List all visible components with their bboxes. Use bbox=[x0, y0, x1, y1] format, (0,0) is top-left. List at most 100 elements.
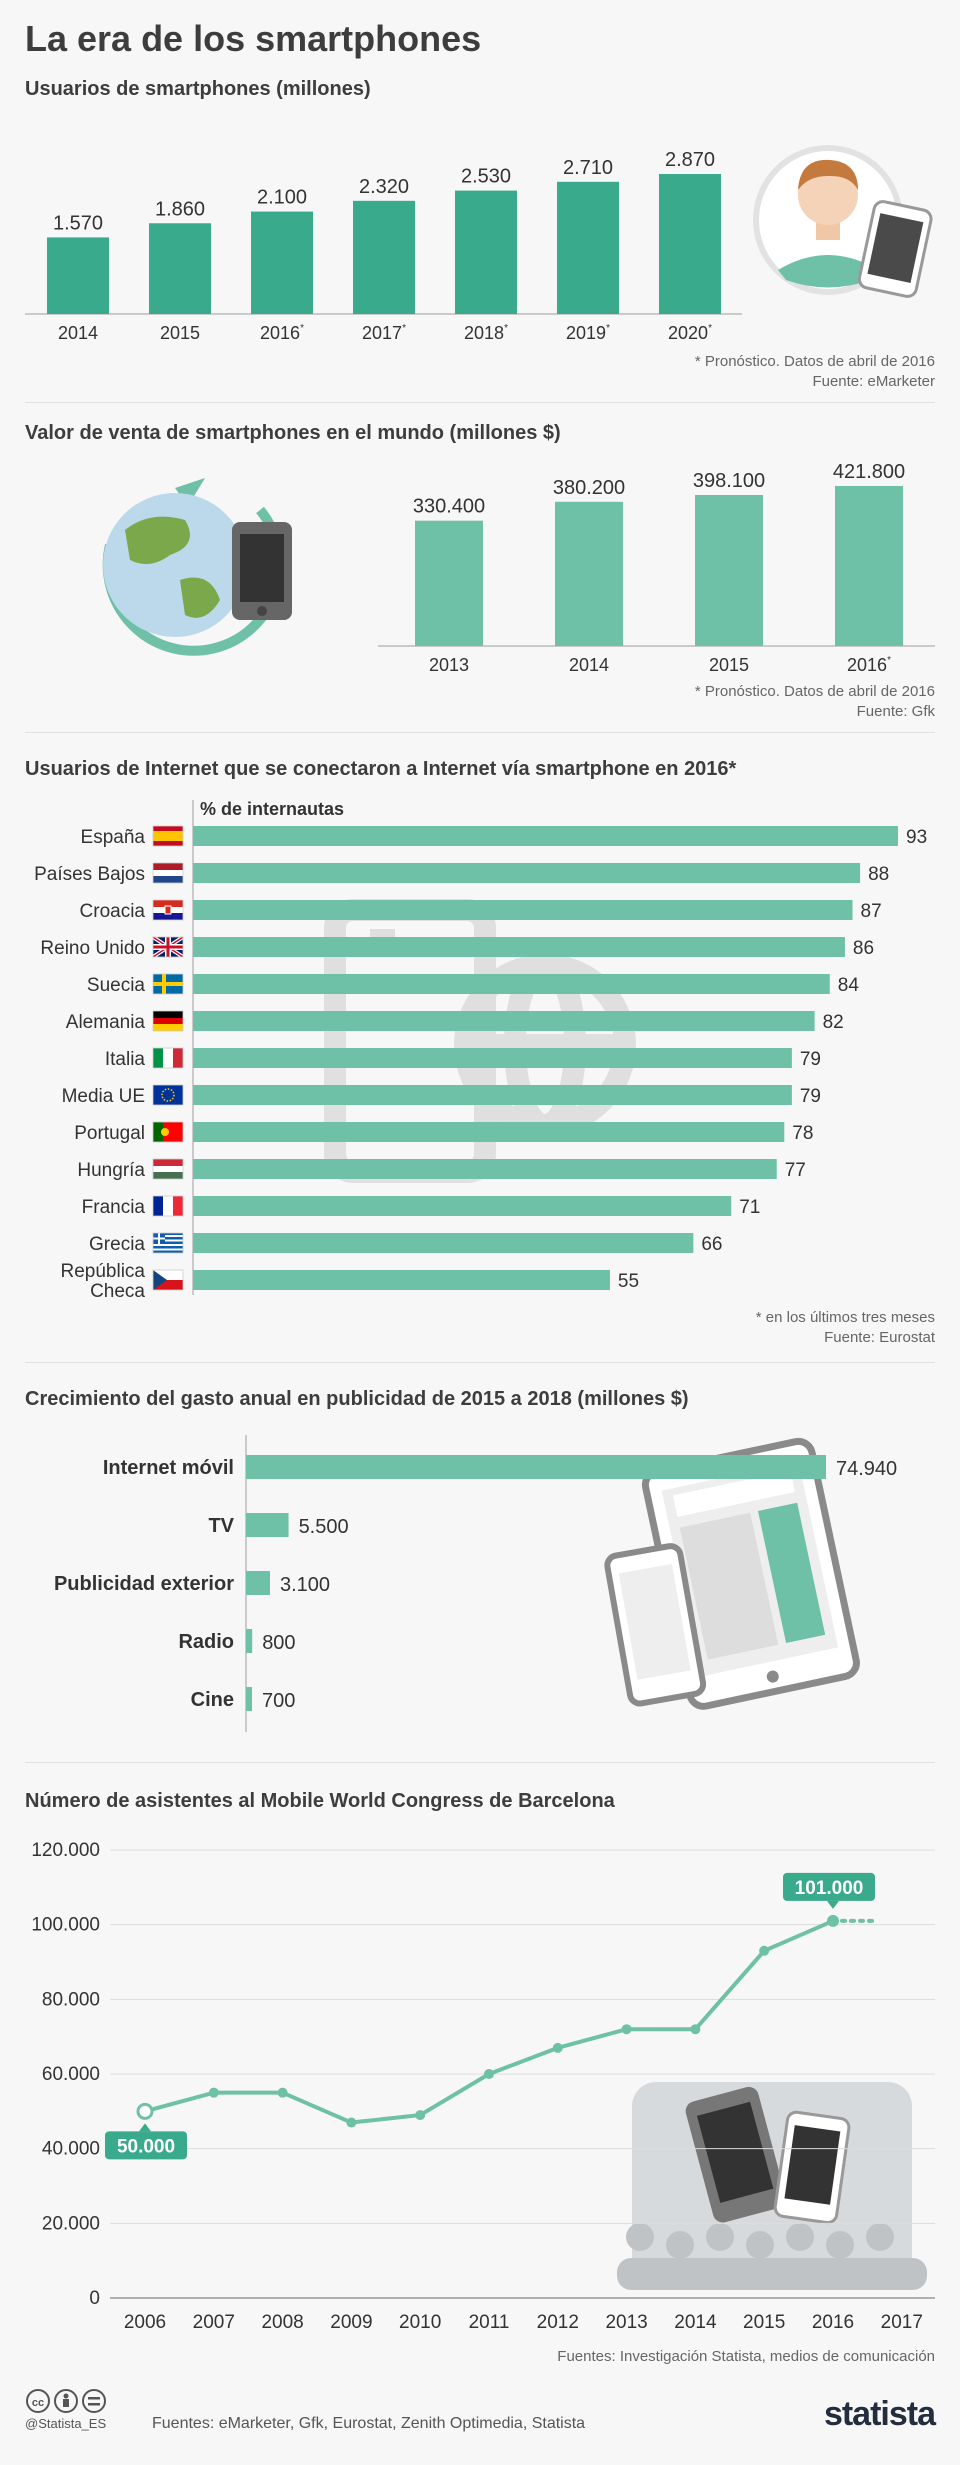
flag-icon bbox=[152, 899, 184, 921]
chart1-value-label: 2.530 bbox=[461, 166, 511, 188]
chart3-value-label: 77 bbox=[785, 1160, 806, 1181]
chart5-point bbox=[759, 1945, 770, 1956]
flag-border bbox=[152, 1195, 184, 1217]
flag-border bbox=[152, 936, 184, 958]
flag-icon bbox=[151, 935, 185, 959]
separator bbox=[25, 402, 935, 403]
chart4-category-label: Radio bbox=[178, 1631, 234, 1653]
flag-part bbox=[153, 1166, 183, 1172]
chart2-bar bbox=[415, 520, 483, 646]
flag-border bbox=[152, 1269, 184, 1291]
chart3-category-label: Hungría bbox=[77, 1160, 145, 1181]
chart3-axis-label: % de internautas bbox=[200, 799, 344, 819]
chart3-value-label: 86 bbox=[853, 938, 874, 959]
chart4-bar bbox=[246, 1629, 253, 1653]
chart5-svg: 0 20.000 40.000 60.000 80.000 100.000 120.000 2… bbox=[31, 1840, 935, 2333]
chart3-value-label: 87 bbox=[861, 901, 882, 922]
chart1-note-text: * Pronóstico. Datos de abril de 2016 bbox=[694, 353, 935, 370]
chart3-category-label: Media UE bbox=[62, 1086, 145, 1107]
chart5-point bbox=[277, 2087, 288, 2098]
flag-border bbox=[152, 825, 184, 847]
chart5-x-tick-label: 2011 bbox=[469, 2312, 510, 2333]
chart1-category-label: 2019* bbox=[566, 323, 610, 343]
chart5-x-tick-label: 2013 bbox=[605, 2312, 647, 2333]
chart5-point bbox=[136, 2102, 154, 2120]
chart1-category-label: 2016* bbox=[260, 323, 304, 343]
chart3-category-label: Portugal bbox=[74, 1123, 145, 1144]
phone-icon bbox=[604, 1543, 707, 1707]
chart1-bar bbox=[149, 223, 211, 314]
flag-part bbox=[153, 1011, 183, 1018]
flag-border bbox=[152, 1232, 184, 1254]
chart1-value-label: 2.710 bbox=[563, 157, 613, 179]
chart4-category-label: Internet móvil bbox=[103, 1457, 234, 1479]
chart5-callout-pointer bbox=[139, 2123, 151, 2132]
chart3-bar bbox=[193, 1233, 694, 1253]
chart5-y-tick-label: 0 bbox=[89, 2288, 100, 2309]
audience-illustration bbox=[617, 2082, 927, 2290]
flag-part bbox=[153, 876, 183, 883]
cc-license-icons: cc bbox=[25, 2388, 115, 2421]
chart3-value-label: 79 bbox=[800, 1086, 821, 1107]
chart1-bar bbox=[251, 211, 313, 314]
chart4-bar bbox=[246, 1455, 826, 1479]
chart2-title: Valor de venta de smartphones en el mund… bbox=[25, 422, 561, 444]
flag-part bbox=[153, 1024, 183, 1031]
chart2-source: Fuente: Gfk bbox=[856, 703, 935, 720]
flag-part bbox=[153, 1248, 183, 1251]
chart5-x-tick-label: 2015 bbox=[743, 2312, 785, 2333]
flag-border bbox=[152, 1010, 184, 1032]
smartphone-icon bbox=[857, 200, 933, 298]
chart5-point bbox=[827, 1914, 839, 1927]
chart5-point bbox=[690, 2024, 701, 2035]
chart1-bar bbox=[659, 174, 721, 314]
chart4-title: Crecimiento del gasto anual en publicida… bbox=[25, 1388, 689, 1410]
chart3-category-label: Checa bbox=[90, 1281, 145, 1302]
chart3-bar bbox=[193, 1122, 785, 1142]
flag-icon bbox=[152, 1010, 184, 1032]
chart5-source: Fuentes: Investigación Statista, medios … bbox=[557, 2348, 935, 2365]
flag-part bbox=[153, 1172, 183, 1179]
separator bbox=[25, 1362, 935, 1363]
flag-part bbox=[163, 1048, 173, 1068]
smartphone-icon bbox=[232, 522, 292, 620]
chart3-value-label: 93 bbox=[906, 827, 927, 848]
flag-part bbox=[153, 841, 183, 846]
statista-logo: statista bbox=[823, 2395, 936, 2433]
flag-part bbox=[153, 1122, 163, 1142]
chart5-point bbox=[552, 2042, 563, 2053]
chart3-category-label: Suecia bbox=[87, 975, 146, 996]
chart3-category-label: República bbox=[61, 1261, 146, 1282]
flag-part bbox=[153, 1270, 167, 1290]
chart5-callout-label: 101.000 bbox=[795, 1878, 864, 1899]
flag-icon bbox=[152, 1195, 184, 1217]
flag-part bbox=[153, 831, 183, 841]
flag-border bbox=[152, 862, 184, 884]
chart5-callout-pointer bbox=[827, 1900, 839, 1909]
flag-icon bbox=[152, 1232, 184, 1254]
globe-icon bbox=[102, 478, 285, 656]
chart2-category-label: 2016* bbox=[847, 655, 891, 675]
chart5-x-tick-label: 2009 bbox=[330, 2312, 372, 2333]
chart3-category-label: Reino Unido bbox=[40, 938, 145, 959]
flag-part bbox=[173, 1196, 183, 1216]
flag-part bbox=[153, 1196, 163, 1216]
chart2-note: * Pronóstico. Datos de abril de 2016 Fue… bbox=[695, 682, 935, 722]
chart3-bar bbox=[193, 826, 898, 846]
chart3-bar bbox=[193, 900, 853, 920]
chart3-bar bbox=[193, 1159, 777, 1179]
separator bbox=[25, 1762, 935, 1763]
chart1-category-label: 2020* bbox=[668, 323, 712, 343]
chart3-value-label: 66 bbox=[701, 1234, 722, 1255]
flag-icon bbox=[152, 1047, 184, 1069]
chart1-value-label: 2.100 bbox=[257, 187, 307, 209]
flag-part bbox=[153, 1018, 183, 1024]
chart4-value-label: 3.100 bbox=[280, 1574, 330, 1596]
chart5-point bbox=[621, 2024, 632, 2035]
chart5-x-tick-label: 2010 bbox=[399, 2312, 441, 2333]
chart1-note: * Pronóstico. Datos de abril de 2016 Fue… bbox=[695, 352, 935, 392]
chart3-value-label: 79 bbox=[800, 1049, 821, 1070]
flag-border bbox=[152, 899, 184, 921]
chart5-point bbox=[415, 2110, 426, 2121]
chart2-value-label: 421.800 bbox=[833, 461, 905, 483]
